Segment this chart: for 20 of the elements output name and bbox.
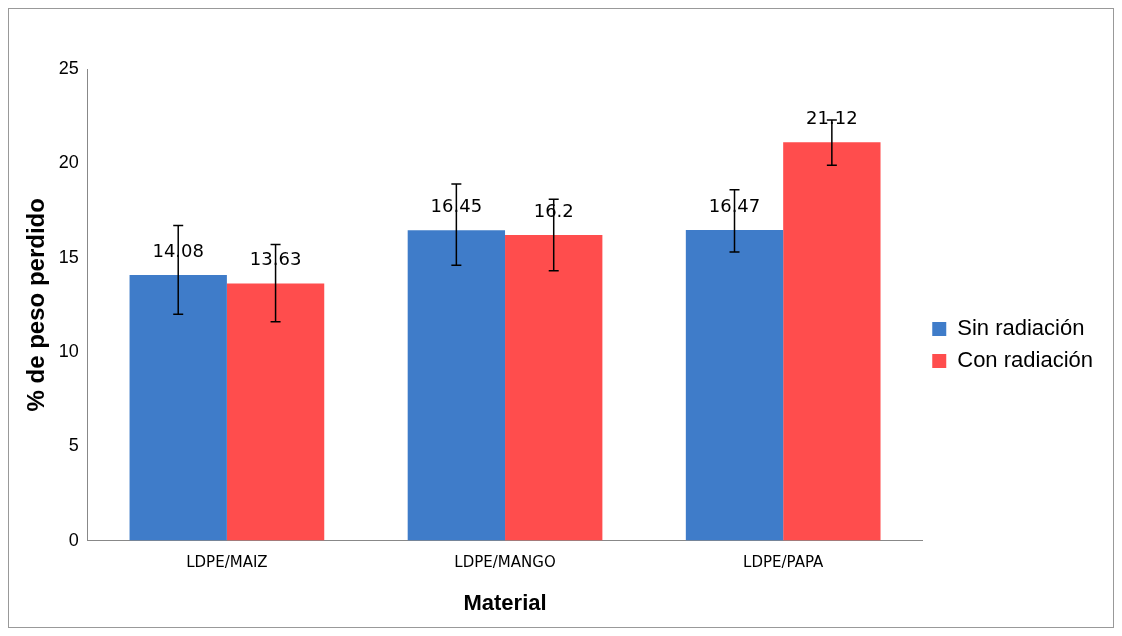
data-label: 21.12 [806, 106, 858, 128]
y-tick-label: 10 [58, 340, 79, 361]
y-tick-label: 25 [58, 57, 79, 78]
bar [129, 275, 227, 541]
legend-label: Con radiación [957, 347, 1093, 373]
bar [783, 142, 881, 541]
y-tick-label: 5 [68, 435, 79, 456]
x-tick-label: LDPE/MANGO [454, 553, 556, 572]
legend-label: Sin radiación [957, 315, 1085, 341]
x-axis-title: Material [463, 589, 547, 615]
bar [505, 235, 603, 541]
bar [226, 283, 325, 541]
bar [685, 229, 784, 541]
y-axis-title: % de peso perdido [22, 198, 50, 412]
y-tick-label: 0 [68, 529, 79, 550]
y-tick-label: 20 [58, 152, 79, 173]
y-tick-label: 15 [58, 246, 79, 267]
bar [407, 230, 506, 541]
x-tick-label: LDPE/MAIZ [186, 553, 268, 572]
x-tick-label: LDPE/PAPA [743, 553, 824, 572]
